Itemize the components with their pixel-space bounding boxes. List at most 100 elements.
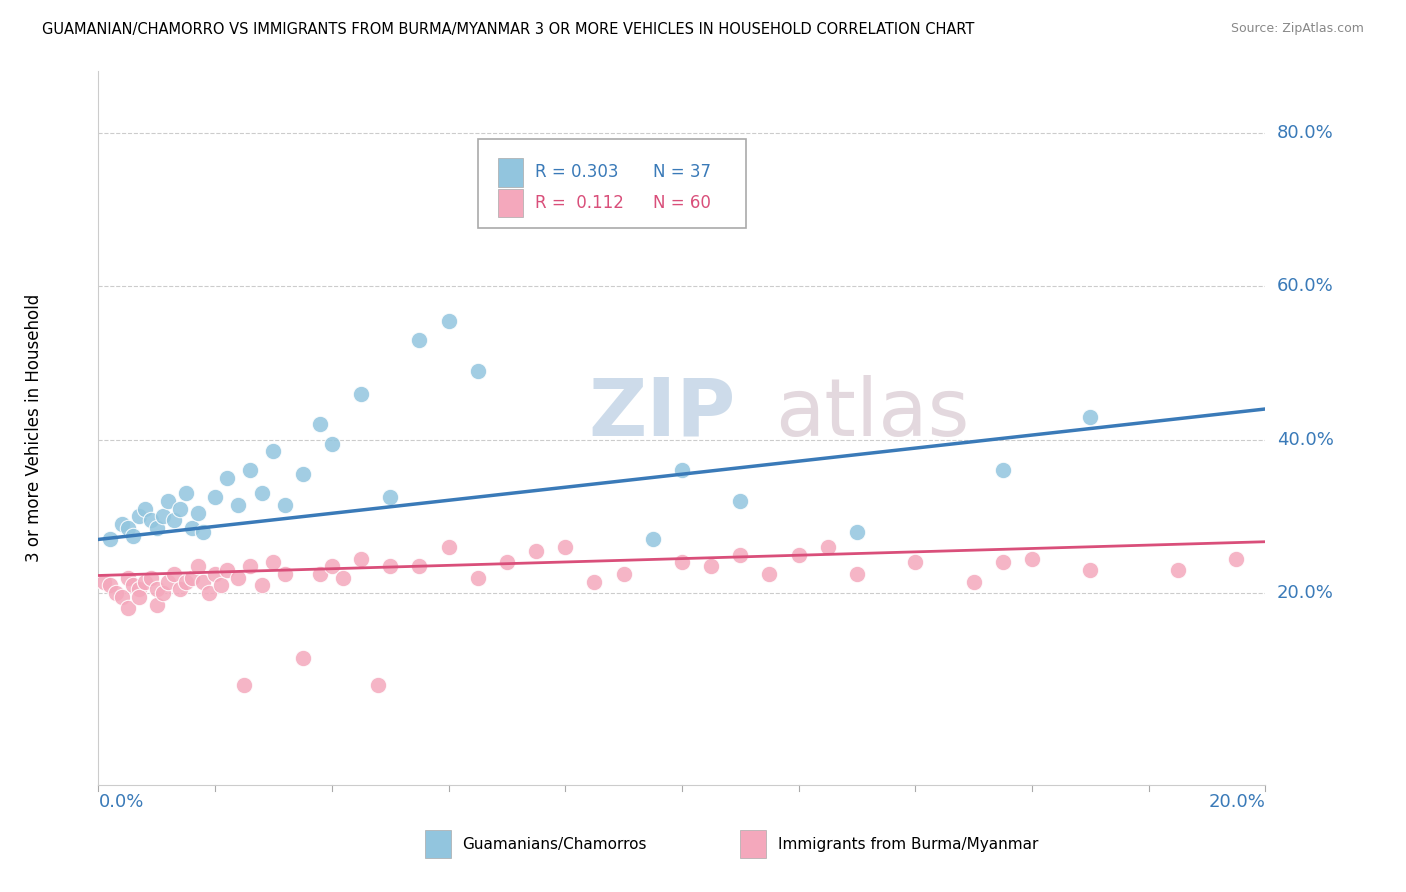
Point <box>274 566 297 581</box>
Point <box>169 582 191 597</box>
Point <box>233 678 256 692</box>
Text: 0.0%: 0.0% <box>98 793 143 811</box>
Point <box>291 651 314 665</box>
Point <box>111 517 134 532</box>
Point <box>198 586 221 600</box>
Point <box>134 574 156 589</box>
Point <box>991 556 1014 570</box>
Point <box>128 582 150 597</box>
Point <box>152 586 174 600</box>
Point <box>1021 551 1043 566</box>
Bar <box>498 158 523 186</box>
Point <box>274 498 297 512</box>
Point <box>380 559 402 574</box>
Point <box>730 494 752 508</box>
Text: N = 37: N = 37 <box>652 163 711 181</box>
Text: atlas: atlas <box>775 375 970 453</box>
Point <box>98 578 121 592</box>
Point <box>187 506 209 520</box>
Point <box>730 548 752 562</box>
Text: Immigrants from Burma/Myanmar: Immigrants from Burma/Myanmar <box>778 837 1038 852</box>
Text: ZIP: ZIP <box>589 375 735 453</box>
Point <box>187 559 209 574</box>
Bar <box>425 830 451 858</box>
Point <box>904 556 927 570</box>
Point <box>250 578 273 592</box>
Point <box>193 524 215 539</box>
Bar <box>741 830 766 858</box>
Point <box>139 513 162 527</box>
Point <box>93 574 115 589</box>
Text: 20.0%: 20.0% <box>1209 793 1265 811</box>
Point <box>671 463 693 477</box>
Point <box>496 556 519 570</box>
Point <box>117 521 139 535</box>
Point <box>204 566 226 581</box>
Point <box>139 571 162 585</box>
Point <box>991 463 1014 477</box>
Point <box>846 566 869 581</box>
Point <box>846 524 869 539</box>
Point <box>1225 551 1247 566</box>
Point <box>467 571 489 585</box>
Point <box>228 498 250 512</box>
Point <box>122 578 145 592</box>
Point <box>583 574 606 589</box>
Point <box>1167 563 1189 577</box>
Point <box>134 501 156 516</box>
Point <box>380 490 402 504</box>
Point <box>117 601 139 615</box>
Point <box>180 571 202 585</box>
Point <box>467 363 489 377</box>
Point <box>157 494 180 508</box>
Point <box>309 566 332 581</box>
Point <box>437 314 460 328</box>
Point <box>228 571 250 585</box>
Text: 60.0%: 60.0% <box>1277 277 1334 295</box>
Point <box>321 436 343 450</box>
Text: 40.0%: 40.0% <box>1277 431 1334 449</box>
Bar <box>498 188 523 217</box>
Text: Source: ZipAtlas.com: Source: ZipAtlas.com <box>1230 22 1364 36</box>
Point <box>262 444 284 458</box>
Point <box>671 556 693 570</box>
Point <box>180 521 202 535</box>
Point <box>204 490 226 504</box>
Point <box>641 533 664 547</box>
Point <box>146 582 169 597</box>
Point <box>758 566 780 581</box>
Point <box>122 528 145 542</box>
Point <box>554 540 576 554</box>
Point <box>291 467 314 482</box>
Text: GUAMANIAN/CHAMORRO VS IMMIGRANTS FROM BURMA/MYANMAR 3 OR MORE VEHICLES IN HOUSEH: GUAMANIAN/CHAMORRO VS IMMIGRANTS FROM BU… <box>42 22 974 37</box>
Text: R = 0.303: R = 0.303 <box>534 163 619 181</box>
Point <box>817 540 839 554</box>
Point <box>350 551 373 566</box>
Point <box>367 678 389 692</box>
Point <box>169 501 191 516</box>
Point <box>128 509 150 524</box>
Point <box>157 574 180 589</box>
Text: 20.0%: 20.0% <box>1277 584 1334 602</box>
Point <box>408 559 430 574</box>
Text: 3 or more Vehicles in Household: 3 or more Vehicles in Household <box>25 294 44 562</box>
Point <box>193 574 215 589</box>
Point <box>1080 409 1102 424</box>
Point <box>146 598 169 612</box>
Point <box>332 571 354 585</box>
Point <box>111 590 134 604</box>
FancyBboxPatch shape <box>478 139 747 228</box>
Point <box>309 417 332 432</box>
Point <box>215 471 238 485</box>
Point <box>174 574 197 589</box>
Point <box>209 578 232 592</box>
Point <box>262 556 284 570</box>
Point <box>700 559 723 574</box>
Point <box>128 590 150 604</box>
Point <box>250 486 273 500</box>
Point <box>612 566 634 581</box>
Point <box>321 559 343 574</box>
Point <box>146 521 169 535</box>
Point <box>239 463 262 477</box>
Point <box>98 533 121 547</box>
